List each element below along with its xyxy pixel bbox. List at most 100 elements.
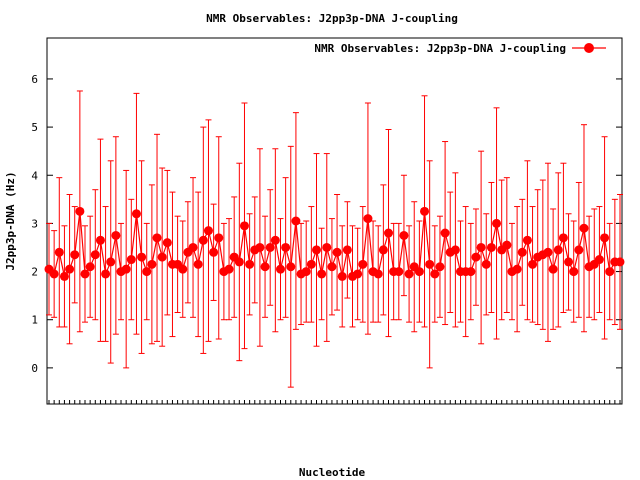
- data-point: [481, 259, 491, 269]
- data-point: [332, 247, 342, 257]
- data-point: [95, 235, 105, 245]
- data-point: [378, 245, 388, 255]
- data-point: [358, 259, 368, 269]
- data-point: [178, 264, 188, 274]
- data-point: [353, 269, 363, 279]
- x-axis: [48, 400, 621, 404]
- data-point: [126, 255, 136, 265]
- data-point: [152, 233, 162, 243]
- data-point: [245, 259, 255, 269]
- data-point: [486, 242, 496, 252]
- data-point: [286, 262, 296, 272]
- data-point: [543, 247, 553, 257]
- data-point: [594, 255, 604, 265]
- y-tick-label: 3: [31, 217, 38, 230]
- data-point: [615, 257, 625, 267]
- data-point: [301, 267, 311, 277]
- data-point: [111, 230, 121, 240]
- data-point: [147, 259, 157, 269]
- data-point: [440, 228, 450, 238]
- data-point: [188, 242, 198, 252]
- legend: NMR Observables: J2pp3p-DNA J-coupling: [314, 42, 606, 55]
- data-point: [337, 271, 347, 281]
- data-point: [198, 235, 208, 245]
- data-point: [306, 259, 316, 269]
- data-point: [579, 223, 589, 233]
- data-point: [131, 209, 141, 219]
- data-point: [471, 252, 481, 262]
- data-point: [553, 245, 563, 255]
- data-point: [203, 226, 213, 236]
- data-point: [558, 233, 568, 243]
- data-point: [414, 267, 424, 277]
- data-points: [44, 206, 625, 281]
- chart-title: NMR Observables: J2pp3p-DNA J-coupling: [206, 12, 458, 25]
- data-point: [574, 245, 584, 255]
- data-point: [569, 267, 579, 277]
- data-point: [384, 228, 394, 238]
- data-point: [142, 267, 152, 277]
- legend-marker: [584, 43, 594, 53]
- data-point: [605, 267, 615, 277]
- data-point: [75, 206, 85, 216]
- data-point: [512, 264, 522, 274]
- data-point: [399, 230, 409, 240]
- data-point: [255, 242, 265, 252]
- data-point: [548, 264, 558, 274]
- y-axis-label: J2pp3p-DNA (Hz): [4, 171, 17, 270]
- data-point: [260, 262, 270, 272]
- data-point: [420, 206, 430, 216]
- data-point: [101, 269, 111, 279]
- data-point: [327, 262, 337, 272]
- data-point: [214, 233, 224, 243]
- data-point: [90, 250, 100, 260]
- data-point: [85, 262, 95, 272]
- data-point: [65, 264, 75, 274]
- x-axis-label: Nucleotide: [299, 466, 366, 479]
- data-point: [476, 242, 486, 252]
- series-line: [48, 211, 620, 278]
- y-tick-label: 6: [31, 73, 38, 86]
- data-point: [49, 269, 59, 279]
- data-point: [270, 235, 280, 245]
- data-point: [425, 259, 435, 269]
- data-point: [157, 252, 167, 262]
- data-point: [517, 247, 527, 257]
- data-point: [317, 269, 327, 279]
- data-point: [502, 240, 512, 250]
- data-point: [492, 218, 502, 228]
- data-point: [564, 257, 574, 267]
- error-bars: [46, 90, 623, 388]
- data-point: [239, 221, 249, 231]
- data-point: [54, 247, 64, 257]
- data-point: [373, 269, 383, 279]
- y-tick-label: 1: [31, 314, 38, 327]
- data-point: [137, 252, 147, 262]
- data-point: [281, 242, 291, 252]
- data-point: [522, 235, 532, 245]
- data-point: [363, 214, 373, 224]
- legend-label: NMR Observables: J2pp3p-DNA J-coupling: [314, 42, 566, 55]
- data-point: [59, 271, 69, 281]
- data-point: [394, 267, 404, 277]
- data-point: [404, 269, 414, 279]
- data-point: [600, 233, 610, 243]
- data-point: [466, 267, 476, 277]
- data-point: [275, 264, 285, 274]
- data-point: [342, 245, 352, 255]
- data-point: [291, 216, 301, 226]
- data-point: [234, 257, 244, 267]
- y-tick-label: 2: [31, 266, 38, 279]
- data-point: [435, 262, 445, 272]
- data-point: [430, 269, 440, 279]
- data-point: [162, 238, 172, 248]
- data-point: [265, 242, 275, 252]
- data-point: [209, 247, 219, 257]
- data-point: [224, 264, 234, 274]
- data-point: [193, 259, 203, 269]
- y-tick-label: 4: [31, 169, 38, 182]
- data-point: [70, 250, 80, 260]
- data-point: [106, 257, 116, 267]
- y-tick-label: 5: [31, 121, 38, 134]
